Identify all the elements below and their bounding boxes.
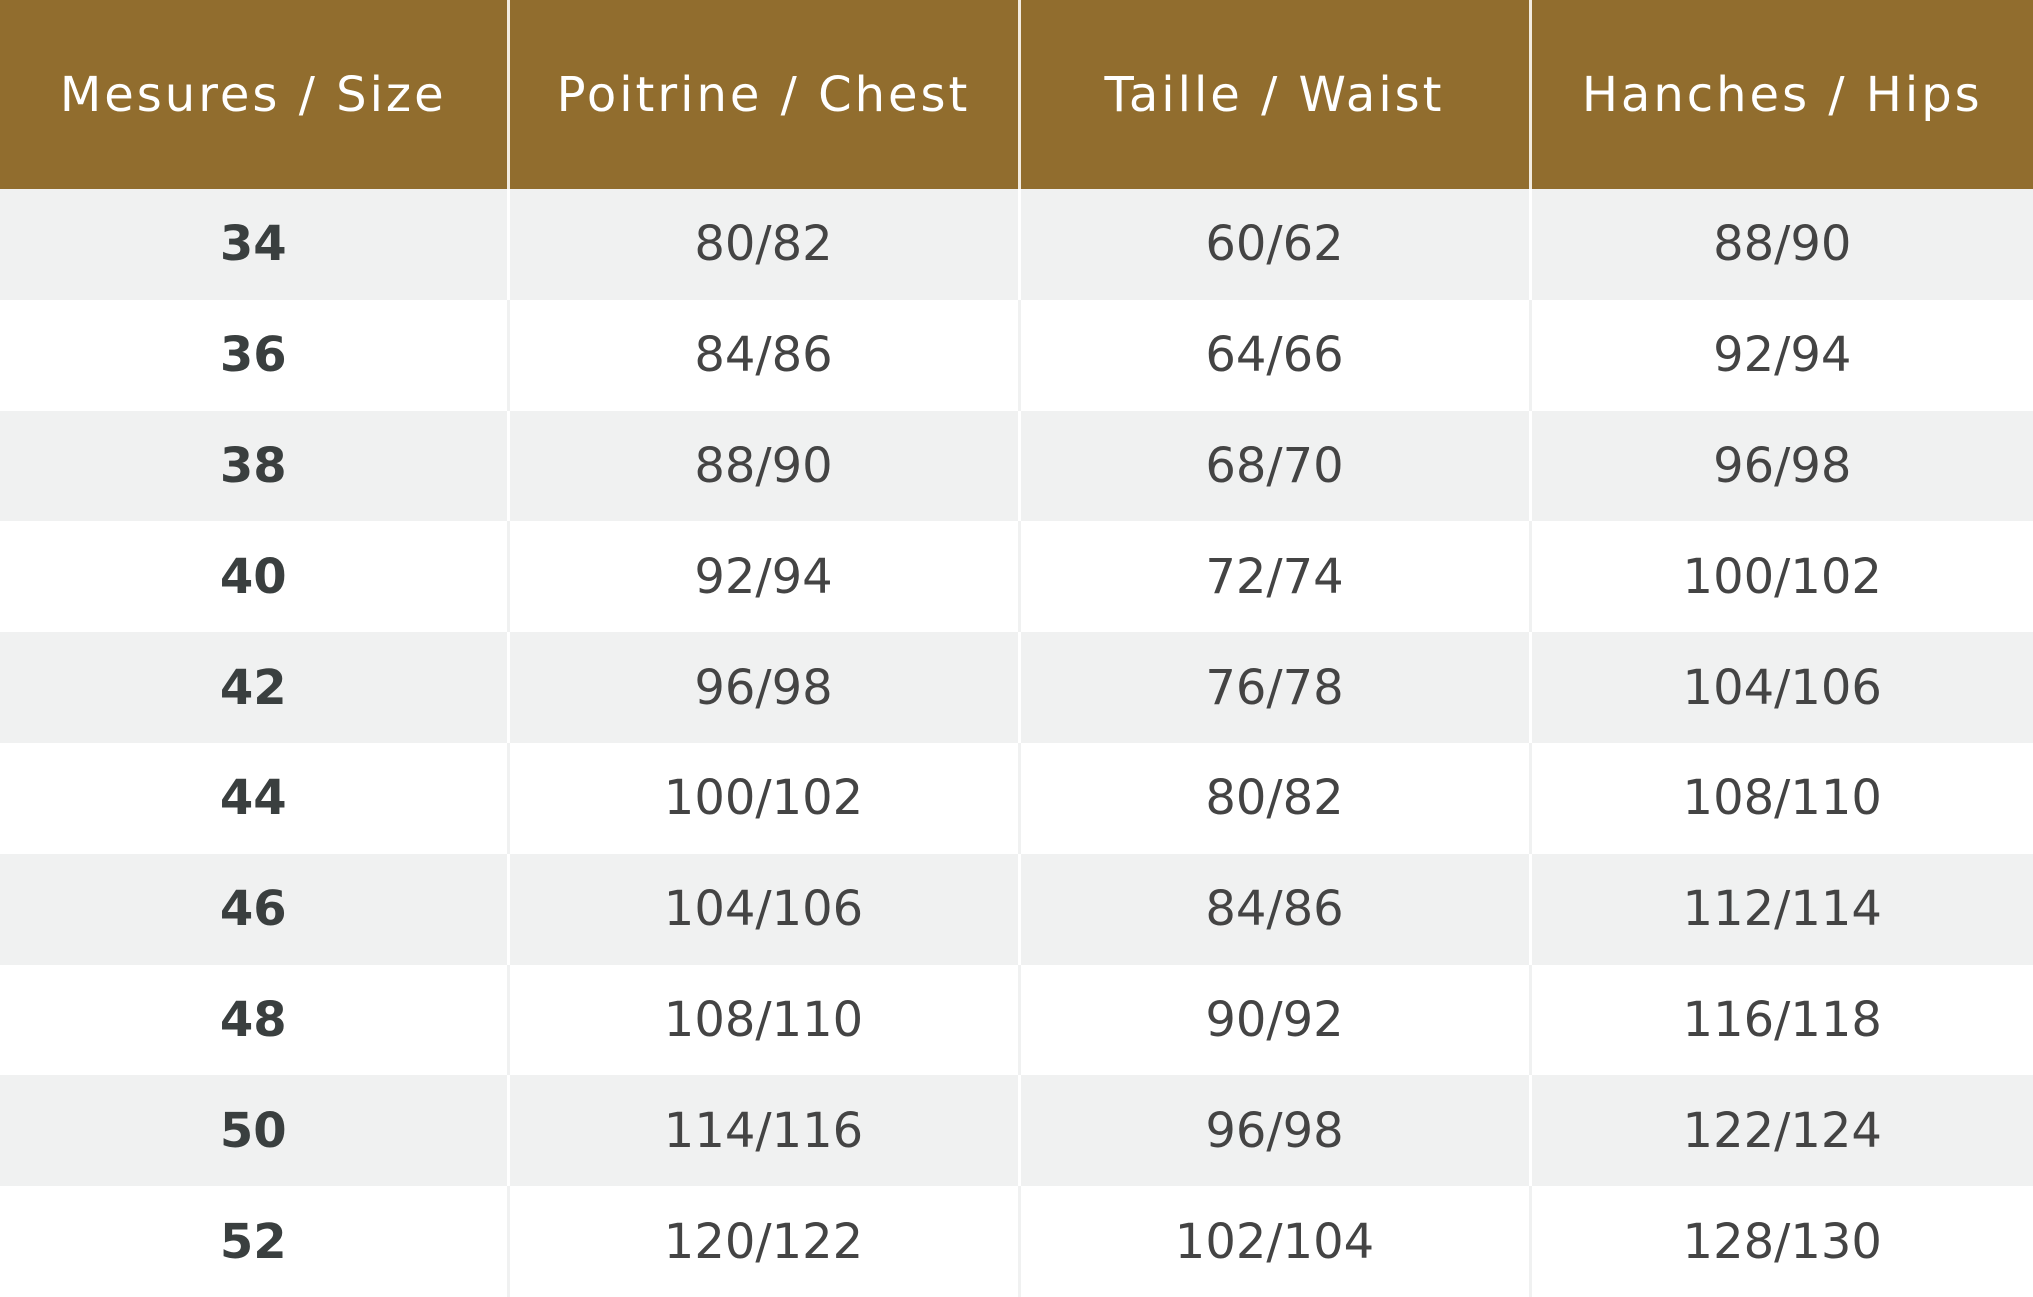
cell-size: 42	[0, 632, 508, 743]
table-row: 34 80/82 60/62 88/90	[0, 189, 2033, 300]
cell-size: 46	[0, 853, 508, 965]
cell-hips: 100/102	[1528, 521, 2033, 633]
cell-waist: 84/86	[1017, 853, 1530, 965]
cell-size: 48	[0, 964, 508, 1076]
cell-size: 34	[0, 189, 508, 300]
cell-waist: 68/70	[1017, 410, 1530, 522]
cell-chest: 120/122	[506, 1186, 1019, 1297]
header-chest: Poitrine / Chest	[506, 0, 1019, 189]
table-row: 40 92/94 72/74 100/102	[0, 521, 2033, 633]
table-row: 36 84/86 64/66 92/94	[0, 299, 2033, 411]
cell-size: 52	[0, 1186, 508, 1297]
cell-chest: 108/110	[506, 964, 1019, 1076]
table-row: 44 100/102 80/82 108/110	[0, 742, 2033, 854]
cell-hips: 92/94	[1528, 299, 2033, 411]
header-size: Mesures / Size	[0, 0, 508, 189]
table-row: 50 114/116 96/98 122/124	[0, 1075, 2033, 1187]
table-row: 46 104/106 84/86 112/114	[0, 853, 2033, 965]
header-row: Mesures / Size Poitrine / Chest Taille /…	[0, 0, 2033, 189]
cell-chest: 84/86	[506, 299, 1019, 411]
cell-hips: 116/118	[1528, 964, 2033, 1076]
table-row: 52 120/122 102/104 128/130	[0, 1186, 2033, 1297]
cell-chest: 88/90	[506, 410, 1019, 522]
header-waist: Taille / Waist	[1017, 0, 1530, 189]
table-row: 48 108/110 90/92 116/118	[0, 964, 2033, 1076]
cell-chest: 104/106	[506, 853, 1019, 965]
cell-waist: 72/74	[1017, 521, 1530, 633]
cell-hips: 112/114	[1528, 853, 2033, 965]
cell-size: 38	[0, 410, 508, 522]
cell-waist: 96/98	[1017, 1075, 1530, 1187]
cell-waist: 60/62	[1017, 189, 1530, 300]
cell-waist: 64/66	[1017, 299, 1530, 411]
cell-waist: 102/104	[1017, 1186, 1530, 1297]
cell-chest: 96/98	[506, 632, 1019, 743]
cell-size: 44	[0, 742, 508, 854]
table-row: 42 96/98 76/78 104/106	[0, 632, 2033, 743]
cell-chest: 100/102	[506, 742, 1019, 854]
cell-hips: 104/106	[1528, 632, 2033, 743]
cell-waist: 90/92	[1017, 964, 1530, 1076]
cell-chest: 92/94	[506, 521, 1019, 633]
header-hips: Hanches / Hips	[1528, 0, 2033, 189]
cell-chest: 114/116	[506, 1075, 1019, 1187]
cell-waist: 76/78	[1017, 632, 1530, 743]
cell-hips: 108/110	[1528, 742, 2033, 854]
cell-hips: 96/98	[1528, 410, 2033, 522]
table-row: 38 88/90 68/70 96/98	[0, 410, 2033, 522]
cell-hips: 122/124	[1528, 1075, 2033, 1187]
cell-hips: 128/130	[1528, 1186, 2033, 1297]
cell-hips: 88/90	[1528, 189, 2033, 300]
cell-size: 50	[0, 1075, 508, 1187]
cell-chest: 80/82	[506, 189, 1019, 300]
cell-waist: 80/82	[1017, 742, 1530, 854]
cell-size: 40	[0, 521, 508, 633]
cell-size: 36	[0, 299, 508, 411]
